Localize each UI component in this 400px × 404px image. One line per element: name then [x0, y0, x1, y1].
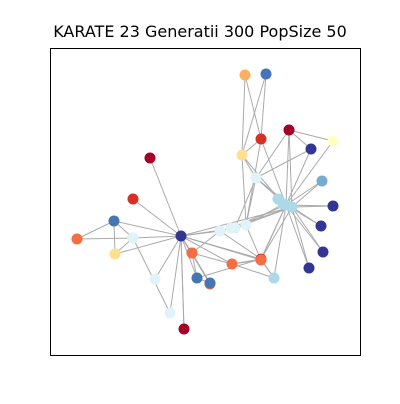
graph-edge: [291, 206, 324, 253]
graph-edge: [113, 220, 182, 237]
graph-edge: [149, 157, 182, 237]
graph-node: [144, 152, 156, 164]
graph-node: [164, 307, 176, 319]
graph-edge: [180, 235, 233, 265]
graph-edge: [132, 198, 182, 237]
graph-node: [108, 215, 120, 227]
graph-edge: [180, 235, 185, 330]
graph-edge: [76, 220, 115, 240]
graph-edge: [191, 252, 233, 265]
graph-node: [280, 199, 292, 211]
graph-edge: [260, 206, 293, 260]
graph-edge: [285, 140, 334, 206]
graph-node: [186, 247, 198, 259]
graph-edge: [241, 74, 246, 156]
graph-edge: [76, 237, 134, 240]
graph-edge: [285, 180, 323, 206]
graph-node: [268, 272, 280, 284]
graph-edge: [273, 204, 287, 279]
graph-edge: [291, 206, 310, 269]
graph-edge: [260, 138, 287, 206]
graph-node: [204, 277, 216, 289]
graph-edge: [230, 204, 287, 229]
graph-node: [175, 230, 187, 242]
graph-node: [191, 272, 203, 284]
graph-node: [272, 193, 284, 205]
graph-node: [260, 68, 272, 80]
graph-edge: [285, 148, 312, 206]
graph-node: [250, 172, 262, 184]
graph-node: [315, 220, 327, 232]
graph-node: [225, 222, 237, 234]
graph-edge: [244, 74, 262, 140]
graph-node: [316, 175, 328, 187]
graph-edge: [241, 73, 267, 156]
graph-edge: [285, 129, 290, 206]
graph-edge: [288, 129, 334, 142]
graph-edge: [285, 204, 310, 269]
graph-edge: [291, 205, 334, 208]
graph-edge: [231, 263, 275, 279]
graph-node: [317, 246, 329, 258]
graph-edge: [132, 235, 182, 239]
graph-edge: [219, 230, 262, 260]
graph-node: [239, 69, 251, 81]
graph-node: [303, 262, 315, 274]
graph-edge: [255, 148, 312, 179]
node-layer: [71, 68, 339, 335]
graph-edge: [191, 252, 211, 284]
graph-node: [214, 225, 226, 237]
graph-edge: [154, 235, 182, 280]
graph-edge: [255, 129, 290, 179]
graph-node: [178, 323, 190, 335]
graph-edge: [169, 235, 182, 314]
graph-node: [283, 124, 295, 136]
graph-edge: [291, 206, 322, 227]
graph-node: [127, 232, 139, 244]
graph-edge: [113, 220, 116, 255]
graph-edge: [260, 73, 267, 140]
graph-edge: [285, 204, 324, 253]
graph-node: [255, 133, 267, 145]
graph-node: [71, 233, 83, 245]
graph-edge: [114, 235, 182, 255]
graph-edge: [291, 180, 323, 208]
graph-edge: [260, 204, 287, 261]
figure-title: KARATE 23 Generatii 300 PopSize 50: [53, 22, 347, 41]
graph-node: [226, 258, 238, 270]
graph-edge: [288, 129, 293, 208]
graph-node: [127, 193, 139, 205]
graph-edge: [180, 235, 262, 261]
graph-node: [305, 143, 317, 155]
graph-node: [255, 254, 267, 266]
graph-edge: [191, 230, 221, 254]
graph-edge: [180, 206, 293, 237]
graph-node: [109, 248, 121, 260]
graph-node: [327, 200, 339, 212]
edge-layer: [76, 73, 334, 330]
graph-node: [327, 135, 339, 147]
graph-node: [149, 273, 161, 285]
graph-node: [236, 149, 248, 161]
plot-frame: [50, 48, 361, 356]
graph-edge: [241, 154, 247, 226]
graph-node: [240, 219, 252, 231]
